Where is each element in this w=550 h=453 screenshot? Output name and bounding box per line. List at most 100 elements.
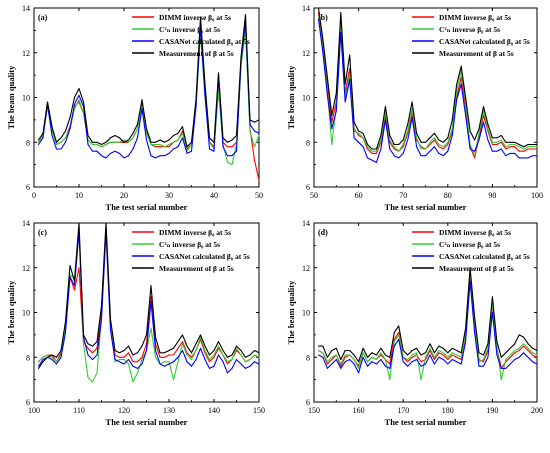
- data-point-measurement: [380, 347, 382, 349]
- data-point-cn2: [119, 358, 120, 360]
- data-point-measurement: [78, 222, 80, 224]
- series-measurement: [317, 7, 538, 150]
- data-point-cn2: [42, 356, 44, 358]
- data-point-dimm: [182, 130, 183, 132]
- legend-label-cn2: C²ₙ inverse β₀ at 5s: [439, 25, 500, 34]
- data-point-measurement: [42, 361, 44, 363]
- data-point-dimm: [227, 363, 228, 365]
- data-point-measurement: [222, 137, 224, 139]
- data-point-measurement: [362, 347, 364, 349]
- data-point-dimm: [209, 361, 210, 363]
- data-point-dimm: [447, 358, 449, 360]
- data-point-cn2: [236, 347, 237, 349]
- data-point-measurement: [317, 345, 319, 347]
- data-point-casanet: [523, 352, 525, 354]
- data-point-casanet: [474, 150, 476, 152]
- data-point-casanet: [222, 146, 224, 148]
- data-point-cn2: [505, 146, 507, 148]
- y-tick-label: 8: [26, 353, 30, 362]
- y-axis-label: The beam quality: [6, 280, 16, 345]
- data-point-dimm: [123, 356, 125, 358]
- data-point-measurement: [500, 356, 502, 358]
- data-point-measurement: [500, 135, 502, 137]
- data-point-casanet: [442, 358, 444, 360]
- data-point-cn2: [92, 381, 93, 383]
- data-point-measurement: [173, 347, 174, 349]
- data-point-cn2: [123, 139, 125, 141]
- data-point-casanet: [150, 300, 152, 302]
- x-tick-label: 20: [120, 191, 128, 200]
- data-point-measurement: [447, 137, 449, 139]
- data-point-dimm: [258, 179, 260, 181]
- data-point-cn2: [429, 141, 431, 143]
- data-point-dimm: [380, 354, 382, 356]
- legend: DIMM inverse β₀ at 5s C²ₙ inverse β₀ at 5…: [132, 228, 250, 273]
- data-point-cn2: [159, 143, 161, 145]
- data-point-casanet: [371, 361, 373, 363]
- data-point-measurement: [42, 132, 44, 134]
- data-point-casanet: [487, 356, 489, 358]
- data-point-measurement: [474, 316, 476, 318]
- data-point-measurement: [254, 121, 255, 123]
- data-point-cn2: [402, 143, 404, 145]
- data-point-measurement: [74, 97, 75, 98]
- data-point-dimm: [137, 361, 138, 363]
- data-point-cn2: [420, 379, 422, 381]
- y-tick-label: 6: [26, 183, 30, 192]
- data-point-cn2: [105, 143, 107, 145]
- legend: DIMM inverse β₀ at 5s C²ₙ inverse β₀ at 5…: [412, 13, 530, 58]
- data-point-measurement: [474, 139, 476, 141]
- data-point-measurement: [411, 101, 413, 103]
- data-point-cn2: [380, 352, 382, 354]
- data-point-dimm: [527, 148, 529, 150]
- x-axis-label: The test serial number: [385, 202, 467, 212]
- data-point-measurement: [164, 352, 165, 354]
- data-point-casanet: [56, 363, 57, 365]
- data-point-measurement: [340, 11, 342, 13]
- data-point-dimm: [155, 146, 156, 148]
- data-point-cn2: [371, 150, 373, 152]
- data-point-measurement: [433, 352, 435, 354]
- data-point-casanet: [469, 280, 471, 282]
- data-point-cn2: [132, 381, 134, 383]
- x-tick-label: 70: [399, 191, 407, 200]
- data-point-cn2: [487, 347, 489, 349]
- data-point-measurement: [96, 141, 98, 143]
- data-point-measurement: [416, 132, 418, 134]
- data-point-dimm: [429, 143, 431, 145]
- x-tick-label: 200: [531, 406, 543, 415]
- data-point-measurement: [456, 350, 458, 352]
- data-point-dimm: [227, 146, 228, 148]
- data-point-cn2: [51, 356, 53, 358]
- data-point-casanet: [128, 358, 129, 360]
- data-point-measurement: [487, 123, 489, 125]
- data-point-measurement: [429, 137, 431, 139]
- data-point-dimm: [168, 354, 170, 356]
- data-point-measurement: [258, 119, 260, 121]
- data-point-casanet: [164, 155, 165, 157]
- data-point-cn2: [380, 139, 382, 141]
- data-point-cn2: [146, 132, 147, 134]
- data-point-casanet: [407, 139, 409, 141]
- data-point-dimm: [159, 146, 161, 148]
- panel-label: (d): [318, 228, 328, 237]
- data-point-cn2: [227, 161, 228, 163]
- data-point-casanet: [367, 365, 369, 367]
- data-point-measurement: [326, 76, 328, 78]
- data-point-cn2: [460, 356, 462, 358]
- data-point-measurement: [465, 327, 467, 329]
- y-tick-label: 12: [22, 264, 30, 273]
- data-point-measurement: [451, 347, 453, 349]
- data-point-cn2: [331, 143, 333, 145]
- data-point-dimm: [420, 361, 422, 363]
- data-point-cn2: [231, 164, 233, 166]
- data-point-dimm: [74, 289, 75, 291]
- data-point-casanet: [326, 367, 328, 369]
- series-line-dimm: [38, 226, 260, 365]
- data-point-cn2: [317, 16, 319, 18]
- data-point-measurement: [353, 354, 355, 356]
- series-measurement: [38, 14, 260, 148]
- data-point-measurement: [146, 128, 147, 130]
- data-point-cn2: [331, 356, 333, 358]
- data-point-cn2: [482, 110, 484, 112]
